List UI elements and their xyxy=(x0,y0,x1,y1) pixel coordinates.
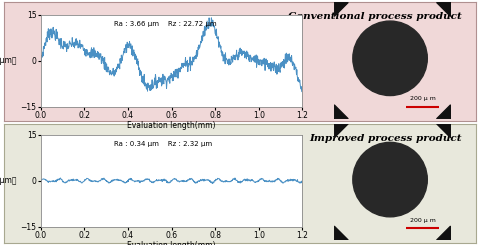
Polygon shape xyxy=(334,124,348,138)
X-axis label: Evaluation length(mm): Evaluation length(mm) xyxy=(127,241,216,245)
Circle shape xyxy=(353,142,427,217)
Polygon shape xyxy=(437,226,451,240)
Polygon shape xyxy=(437,2,451,16)
Circle shape xyxy=(353,21,427,96)
Polygon shape xyxy=(437,105,451,119)
Polygon shape xyxy=(437,124,451,138)
Text: Conventional process product: Conventional process product xyxy=(288,12,462,21)
Text: Ra : 3.66 μm    Rz : 22.72 μm: Ra : 3.66 μm Rz : 22.72 μm xyxy=(114,21,216,27)
Polygon shape xyxy=(334,2,348,16)
Polygon shape xyxy=(334,226,348,240)
Text: Improved process product: Improved process product xyxy=(310,134,462,143)
Y-axis label: （μm）: （μm） xyxy=(0,176,18,185)
Text: Ra : 0.34 μm    Rz : 2.32 μm: Ra : 0.34 μm Rz : 2.32 μm xyxy=(114,141,212,147)
Polygon shape xyxy=(334,105,348,119)
Text: 200 μ m: 200 μ m xyxy=(410,96,435,101)
Text: 200 μ m: 200 μ m xyxy=(410,218,435,223)
X-axis label: Evaluation length(mm): Evaluation length(mm) xyxy=(127,121,216,130)
Y-axis label: （μm）: （μm） xyxy=(0,56,18,65)
